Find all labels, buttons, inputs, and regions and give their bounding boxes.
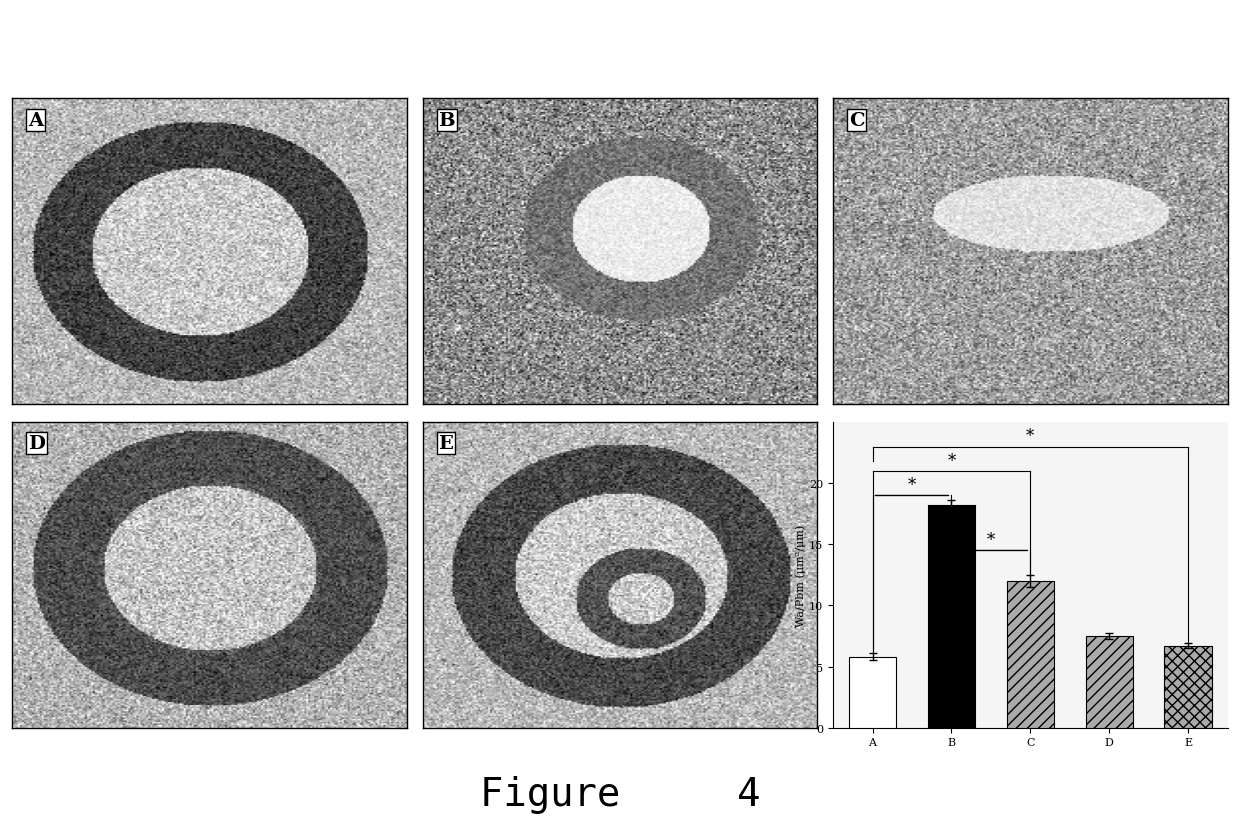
- Text: A: A: [29, 112, 43, 129]
- Y-axis label: Wa/Pbm (μm²/μm): Wa/Pbm (μm²/μm): [796, 524, 806, 626]
- Bar: [928, 505, 975, 728]
- Text: *: *: [908, 476, 916, 494]
- Bar: [1007, 581, 1054, 728]
- Text: Figure     4: Figure 4: [480, 775, 760, 813]
- Text: C: C: [849, 112, 864, 129]
- Text: E: E: [439, 435, 454, 453]
- Bar: [1085, 636, 1133, 728]
- Text: *: *: [987, 532, 994, 548]
- Text: B: B: [439, 112, 455, 129]
- Bar: [1164, 646, 1211, 728]
- Text: D: D: [29, 435, 45, 453]
- Text: *: *: [1027, 428, 1034, 445]
- Text: *: *: [947, 452, 956, 469]
- Bar: [849, 657, 897, 728]
